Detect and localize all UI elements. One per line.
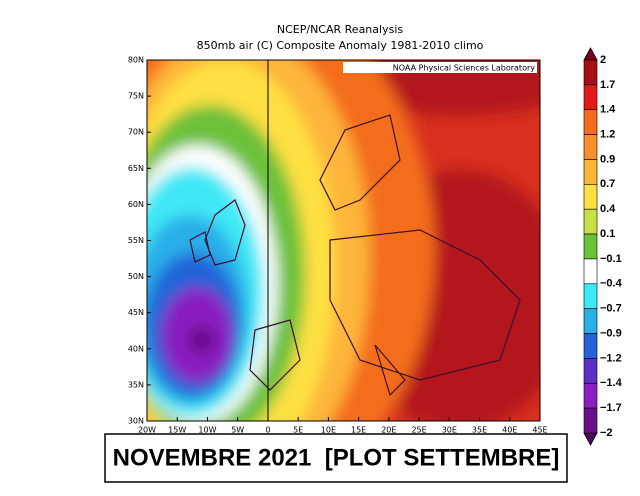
lon-label: 0: [265, 426, 270, 435]
lon-label: 5E: [293, 426, 303, 435]
colorbar-label: −0.4: [600, 278, 623, 290]
colorbar-swatch: [583, 184, 598, 210]
lat-label: 30N: [128, 417, 144, 426]
subtitle: 850mb air (C) Composite Anomaly 1981-201…: [197, 39, 484, 52]
coastlines: [189, 114, 521, 397]
colorbar-label: −2: [600, 427, 613, 439]
lat-label: 70N: [128, 128, 144, 137]
colorbar-swatch: [583, 134, 598, 160]
lon-label: 5W: [231, 426, 244, 435]
colorbar-swatch: [583, 159, 598, 185]
lat-label: 75N: [128, 92, 144, 101]
caption: NOVEMBRE 2021 [PLOT SETTEMBRE]: [113, 444, 560, 471]
colorbar-label: 1.2: [600, 129, 615, 141]
colorbar-label: 1.7: [600, 79, 615, 91]
colorbar-swatch: [583, 258, 598, 285]
colorbar-label: 0.4: [600, 203, 616, 215]
colorbar-swatch: [583, 407, 598, 434]
colorbar-swatch: [583, 358, 598, 384]
lon-label: 45E: [532, 426, 547, 435]
colorbar-label: 0.1: [600, 228, 615, 240]
colorbar-label: 1.4: [600, 104, 616, 116]
lon-label: 35E: [472, 426, 487, 435]
colorbar-label: 2: [600, 54, 606, 66]
lon-label: 40E: [502, 426, 517, 435]
colorbar: 2 1.7 1.4 1.2 0.9 0.7 0.4 0.1 −0.1 −0.4 −0.7 −0.9 −1…: [583, 47, 623, 446]
colorbar-label: −1.4: [600, 377, 623, 389]
colorbar-swatch: [583, 208, 598, 235]
colorbar-swatch: [583, 283, 598, 309]
lat-label: 55N: [128, 236, 144, 245]
colorbar-label: −0.7: [600, 303, 622, 315]
colorbar-swatch: [583, 59, 598, 86]
lat-label: 45N: [128, 308, 144, 317]
colorbar-swatch: [583, 233, 598, 260]
lon-label: 15W: [168, 426, 186, 435]
lon-label: 25E: [411, 426, 426, 435]
lon-label: 10W: [198, 426, 216, 435]
lon-label: 30E: [442, 426, 457, 435]
lat-label: 60N: [128, 200, 144, 209]
colorbar-swatch: [583, 333, 598, 359]
credit: NOAA Physical Sciences Laboratory: [393, 64, 536, 73]
title: NCEP/NCAR Reanalysis: [277, 23, 403, 36]
colorbar-swatch: [583, 84, 598, 111]
colorbar-label: −1.7: [600, 402, 622, 414]
colorbar-swatch: [583, 382, 598, 409]
lat-label: 80N: [128, 56, 144, 65]
colorbar-label: −1.2: [600, 352, 622, 364]
colorbar-cap: [583, 432, 598, 446]
colorbar-label: −0.9: [600, 327, 622, 339]
anomaly-field: [147, 60, 540, 421]
lat-label: 35N: [128, 380, 144, 389]
colorbar-cap: [583, 47, 598, 61]
lat-label: 65N: [128, 164, 144, 173]
lat-label: 50N: [128, 272, 144, 281]
lon-label: 20E: [381, 426, 396, 435]
colorbar-swatch: [583, 109, 598, 135]
lon-label: 10E: [321, 426, 336, 435]
colorbar-swatch: [583, 308, 598, 334]
lon-label: 15E: [351, 426, 366, 435]
lat-label: 40N: [128, 344, 144, 353]
colorbar-label: 0.9: [600, 153, 615, 165]
credit-box: [343, 62, 537, 73]
colorbar-label: −0.1: [600, 253, 622, 265]
lon-label: 20W: [138, 426, 156, 435]
caption-box: [104, 433, 568, 483]
colorbar-label: 0.7: [600, 178, 615, 190]
